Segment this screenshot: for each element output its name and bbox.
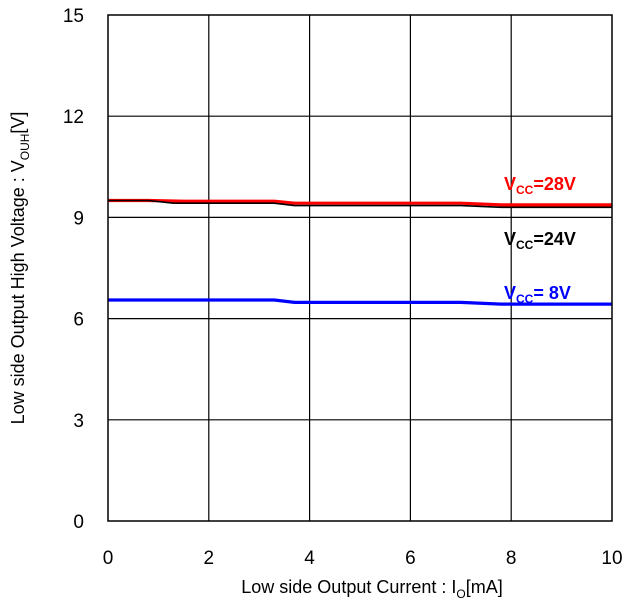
- series-label: VCC=24V: [504, 229, 576, 252]
- series-line: [108, 298, 612, 306]
- y-axis-label: Low side Output High Voltage : VOUH[V]: [8, 112, 32, 425]
- y-tick-labels: 0 3 6 9 12 15: [63, 6, 84, 533]
- series-label: VCC=28V: [504, 174, 576, 197]
- y-tick-label: 15: [63, 6, 84, 27]
- x-tick-label: 8: [506, 548, 517, 569]
- y-tick-label: 0: [73, 512, 84, 533]
- plot-frame: [107, 14, 613, 522]
- y-tick-label: 9: [73, 208, 84, 229]
- y-tick-label: 6: [73, 310, 84, 331]
- x-tick-label: 2: [204, 548, 215, 569]
- x-tick-label: 0: [103, 548, 114, 569]
- y-tick-label: 3: [73, 411, 84, 432]
- x-tick-label: 10: [601, 548, 622, 569]
- x-axis-label: Low side Output Current : IO[mA]: [241, 577, 502, 601]
- x-tick-label: 6: [405, 548, 416, 569]
- x-tick-label: 4: [304, 548, 315, 569]
- series-line: [108, 199, 612, 209]
- series-label: VCC= 8V: [504, 283, 571, 306]
- x-tick-labels: 0 2 4 6 8 10: [103, 548, 623, 569]
- series-labels: VCC=28V VCC=24V VCC= 8V: [504, 174, 576, 306]
- series-group: [108, 198, 612, 306]
- grid: [108, 15, 612, 521]
- y-tick-label: 12: [63, 107, 84, 128]
